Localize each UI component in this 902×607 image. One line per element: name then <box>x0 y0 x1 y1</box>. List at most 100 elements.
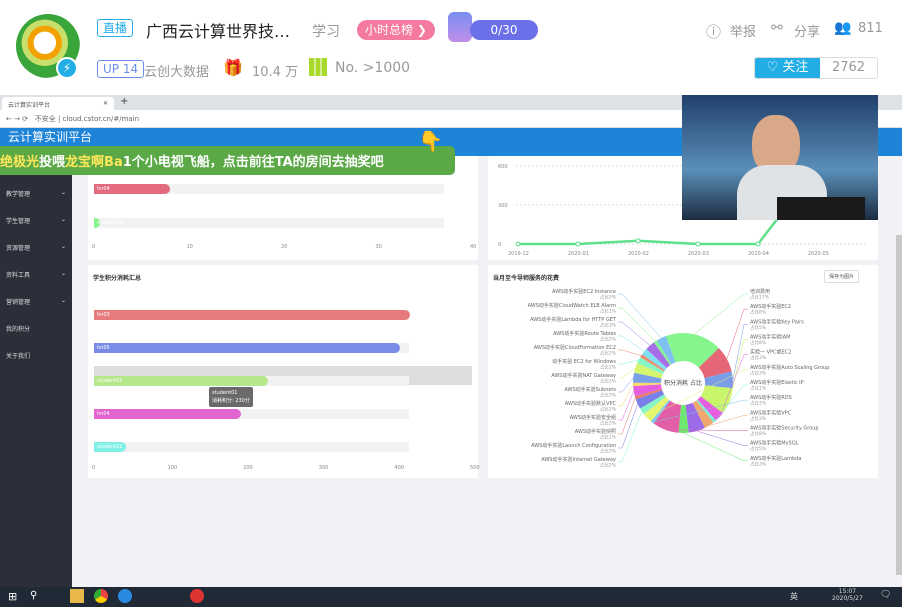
follower-count: 2762 <box>831 60 866 75</box>
scrollbar[interactable] <box>896 235 902 575</box>
ime-indicator[interactable]: 英 <box>790 592 798 601</box>
slice-label: AWS动手实验RDS <box>750 394 792 401</box>
sidebar-item[interactable]: 学生管理 ⌄ <box>0 207 72 234</box>
label-leader <box>618 391 634 421</box>
share-link[interactable]: 分享 <box>794 25 821 40</box>
follow-control[interactable]: ♡ 关注 2762 <box>754 57 878 79</box>
bar[interactable]: hn03 <box>94 310 410 320</box>
clock[interactable]: 15:07 2020/5/27 <box>832 588 863 602</box>
sidebar-item[interactable]: 我的积分 <box>0 315 72 342</box>
x-tick: 200 <box>243 465 253 471</box>
slice-percent: 占比1% <box>600 406 617 413</box>
slice-label: AWS动手实验IAM <box>750 334 790 341</box>
notification-icon[interactable]: 🗨 <box>880 590 892 600</box>
slice-label: 实验一 VPC或EC2 <box>750 349 791 356</box>
slice-label: AWS动手实验Security Group <box>750 425 819 432</box>
label-leader <box>618 367 636 379</box>
points-summary-card: 学生积分消耗汇总 hn03 hn05 student01 hn04 student02 0… <box>88 265 480 478</box>
bar[interactable]: student02 <box>94 442 126 452</box>
data-point <box>635 238 641 244</box>
sidebar-item-label: 我的积分 <box>6 326 31 333</box>
pie-slice <box>653 400 682 433</box>
sidebar-item[interactable]: 关于我们 <box>0 342 72 369</box>
bar-track <box>94 409 409 419</box>
streamer-name[interactable]: 云创大数据 <box>144 65 210 80</box>
report-icon[interactable]: ⓘ <box>706 23 722 41</box>
share-icon[interactable]: ⚯ <box>771 20 783 36</box>
webcam-overlay <box>682 95 878 220</box>
pie-slice <box>646 342 671 369</box>
edge-icon[interactable] <box>118 589 132 603</box>
label-leader <box>618 335 645 352</box>
slice-label: AWS动手实验Lambda <box>750 455 801 462</box>
stream-title: 广西云计算世界技… <box>146 22 291 41</box>
slice-percent: 占比3% <box>600 420 617 427</box>
y-tick: 0 <box>498 242 501 248</box>
start-icon[interactable]: ⊞ <box>8 590 18 603</box>
browser-tab[interactable]: 云计算实训平台 ✕ <box>2 97 114 110</box>
sidebar-item-label: 关于我们 <box>6 353 31 360</box>
address-bar[interactable]: ← → ⟳ 不安全 | cloud.cstor.cn/#/main <box>0 110 902 128</box>
explorer-icon[interactable] <box>70 589 84 603</box>
label-leader <box>618 403 638 449</box>
slice-percent: 占比1% <box>600 434 617 441</box>
x-tick: 2020-05 <box>808 251 829 257</box>
label-leader <box>665 429 748 431</box>
bar[interactable]: student01 <box>94 376 268 386</box>
search-icon[interactable]: ⚲ <box>30 590 38 601</box>
bar[interactable]: hn04 <box>94 409 242 419</box>
label-leader <box>693 293 748 335</box>
fan-progress[interactable]: 0/30 <box>470 20 538 40</box>
x-tick: 2020-02 <box>628 251 649 257</box>
report-link[interactable]: 举报 <box>730 25 757 40</box>
sidebar-item-label: 资源管理 <box>6 245 31 252</box>
save-image-button[interactable]: 保存为图片 <box>824 270 860 283</box>
pie-slice <box>696 399 717 423</box>
slice-label: AWS动手实验MySQL <box>750 440 799 447</box>
x-tick: 20 <box>281 244 288 250</box>
sidebar-item[interactable]: 资料工具 ⌄ <box>0 261 72 288</box>
bar-track <box>94 184 444 194</box>
slice-percent: 占比3% <box>600 448 617 455</box>
slice-percent: 占比3% <box>600 294 617 301</box>
x-tick: 100 <box>167 465 178 471</box>
data-point <box>755 241 761 247</box>
chrome-icon[interactable] <box>94 589 108 603</box>
x-tick: 2020-01 <box>568 251 589 257</box>
x-tick: 10 <box>186 244 193 250</box>
chevron-down-icon: ⌄ <box>60 270 66 277</box>
chevron-down-icon: ⌄ <box>60 216 66 223</box>
label-leader <box>618 377 634 393</box>
nav-arrows-icon[interactable]: ← → ⟳ <box>6 115 31 123</box>
x-tick: 2019-12 <box>508 251 529 257</box>
browser-tabbar: 云计算实训平台 ✕ + <box>0 95 902 110</box>
bar[interactable]: hn05 <box>94 343 401 353</box>
pie-slice <box>637 357 665 375</box>
sidebar-item[interactable]: 资源管理 ⌄ <box>0 234 72 261</box>
slice-label: AWS动手实验Elastic IP <box>750 379 804 386</box>
x-tick: 0 <box>92 465 96 471</box>
app-icon[interactable] <box>190 589 204 603</box>
new-tab-button[interactable]: + <box>120 96 129 107</box>
category-link[interactable]: 学习 <box>312 24 340 40</box>
slice-label: AWS动手实验快照 <box>575 428 616 435</box>
data-point <box>515 241 521 247</box>
sidebar-item[interactable]: 营销管理 ⌄ <box>0 288 72 315</box>
slice-percent: 占比8% <box>750 309 767 316</box>
sidebar-item[interactable]: 教学管理 ⌄ <box>0 180 72 207</box>
bar[interactable]: student02 <box>94 218 122 228</box>
slice-label: AWS动手实验EC2 Instance <box>552 288 616 295</box>
gift-count: 10.4 万 <box>252 65 299 80</box>
bar[interactable]: hn04 <box>94 184 170 194</box>
slice-percent: 占比2% <box>600 364 617 371</box>
gift-banner[interactable]: 绝极光投喂龙宝啊Ba1个小电视飞船，点击前往TA的房间去抽奖吧 <box>0 146 455 175</box>
pie-slice <box>640 354 666 372</box>
pie-slice <box>643 396 669 422</box>
follow-button[interactable]: ♡ 关注 <box>755 58 820 78</box>
chart-title: 学生积分消耗汇总 <box>93 275 142 282</box>
gift-icon: 🎁 <box>223 58 243 77</box>
screen-share: 云计算实训平台 ✕ + ← → ⟳ 不安全 | cloud.cstor.cn/#/… <box>0 95 902 587</box>
label-leader <box>683 432 748 462</box>
hour-rank-button[interactable]: 小时总榜 ❯ <box>357 20 435 40</box>
